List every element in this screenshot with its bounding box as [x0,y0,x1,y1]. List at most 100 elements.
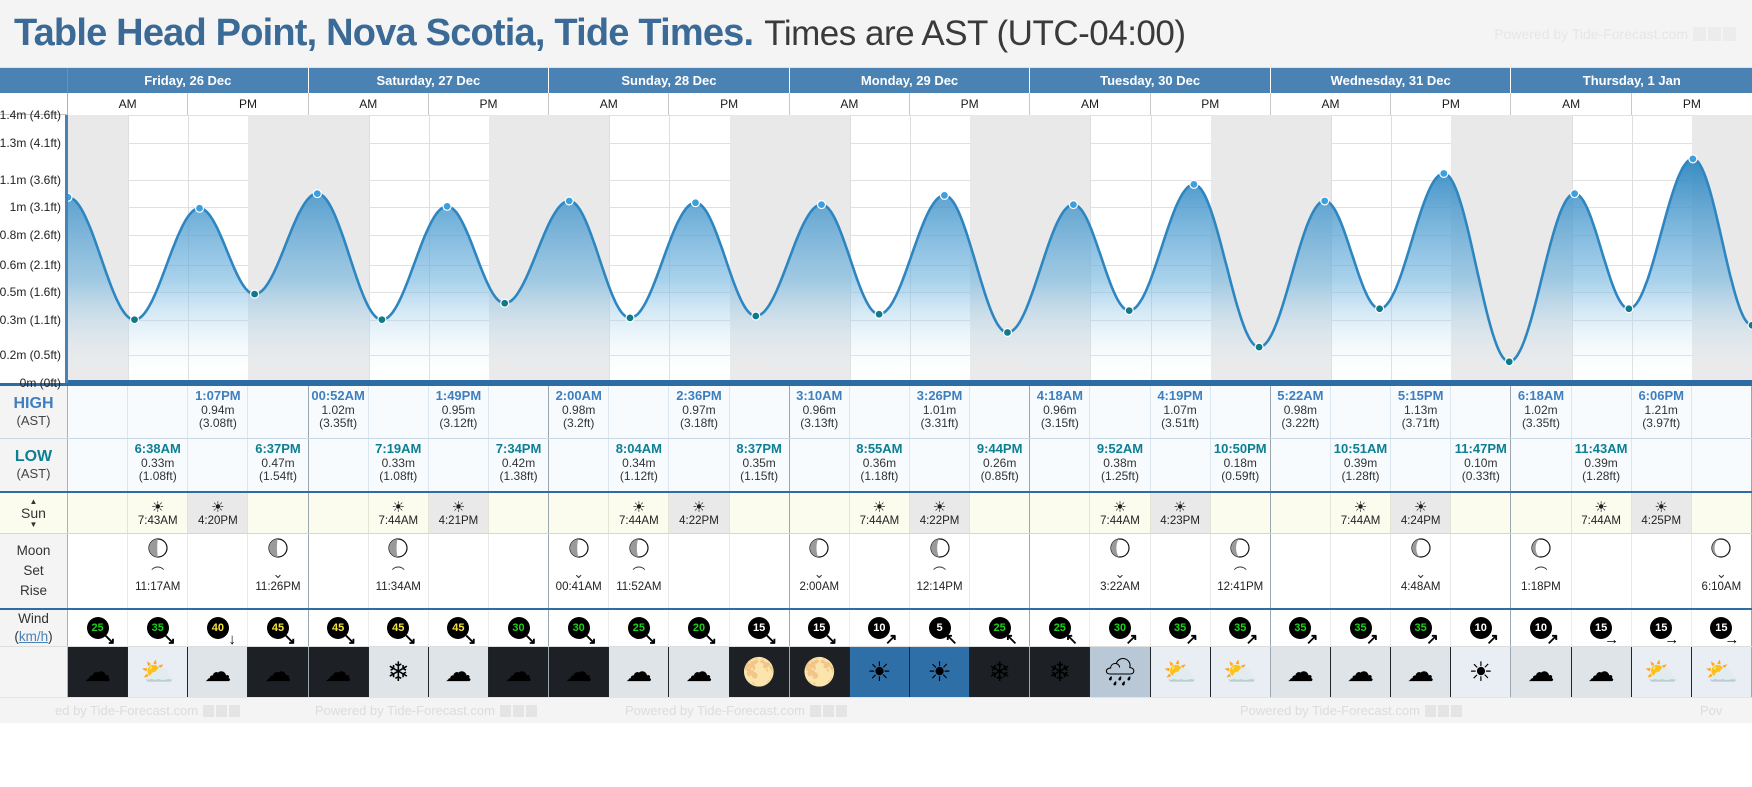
chart-y-axis: 1.4m (4.6ft) 1.3m (4.1ft) 1.1m (3.6ft) 1m (… [0,108,68,390]
y-axis-tick: 0m (0ft) [19,376,61,390]
low-tide-marker [1124,306,1134,316]
wind-direction-arrow-icon: → [1604,631,1620,648]
low-tide-time: 11:47PM [1454,441,1507,456]
low-tide-cell: 7:19AM 0.33m (1.08ft) [368,439,429,491]
wind-label-text: Wind [18,611,49,626]
high-tide-cell: 5:22AM 0.98m (3.22ft) [1270,386,1331,438]
high-tide-cell [849,386,910,438]
moon-phase-icon [1711,538,1731,558]
weather-cell: ❄ [368,647,429,698]
low-tide-feet: (0.85ft) [980,468,1019,483]
low-tide-cell: 10:51AM 0.39m (1.28ft) [1330,439,1392,491]
wind-speed-badge: 10 ↗ [1529,617,1559,647]
high-tide-time: 6:18AM [1517,388,1565,403]
sun-cell [308,493,369,533]
high-tide-cell [368,386,429,438]
weather-cell: ☁ [68,647,129,698]
low-tide-cell [1691,439,1752,491]
sun-cell: ☀ 7:44AM [1571,493,1632,533]
moon-cell: ⌄ 4:48AM [1391,534,1452,608]
low-tide-time: 8:55AM [856,441,903,456]
low-tide-cell [428,439,489,491]
sunny-icon: ☀ [927,656,952,687]
high-tide-feet: (3.15ft) [1040,415,1079,430]
wind-unit-link[interactable]: km/h [18,629,49,645]
low-tide-meters: 0.33m [141,455,175,470]
high-tide-meters: 1.02m [321,402,355,417]
low-tide-cell [1631,439,1692,491]
page-subtitle: Times are AST (UTC-04:00) [764,13,1186,53]
sun-cell [789,493,850,533]
moon-cell: ⌄ 2:00AM [789,534,850,608]
cloudy-night-icon: ☁ [505,656,533,687]
sun-cell [1030,493,1091,533]
high-tide-feet: (3.2ft) [563,415,595,430]
wind-cell: 25 ↖ [1030,610,1091,647]
ampm-cell-am: AM [1030,93,1151,115]
high-tide-meters: 0.95m [441,402,476,417]
wind-direction-arrow-icon: ↗ [1185,631,1199,648]
wind-speed-badge: 35 ↘ [146,617,176,647]
cloudy-night-icon: ☁ [324,656,352,687]
wind-cell: 15 ↘ [789,610,850,647]
watermark-bars-icon [1693,27,1736,41]
wind-direction-arrow-icon: ↗ [1426,631,1439,648]
wind-cell: 35 ↗ [1150,610,1211,647]
high-tide-cell [128,386,189,438]
low-tide-time: 9:52AM [1096,441,1144,456]
wind-direction-arrow-icon: ↗ [1305,631,1319,648]
footer-watermark-bars-icon [203,704,241,717]
weather-cell: 🌕 [789,647,850,698]
moon-event-time: 11:34AM [375,581,421,593]
low-tide-feet: (1.15ft) [740,468,779,483]
wind-cell: 45 ↘ [368,610,429,647]
high-tide-feet: (3.31ft) [920,415,959,430]
footer-watermark: Powered by Tide-Forecast.com [1240,703,1462,718]
ampm-cell-pm: PM [188,93,309,115]
low-tide-time: 8:37PM [736,441,782,456]
wind-speed-badge: 30 ↗ [1108,617,1138,647]
moon-event-time: 12:41PM [1217,581,1264,593]
tide-area-fill [68,158,1752,380]
low-tide-cell [1391,439,1452,491]
high-tide-cell: 2:00AM 0.98m (3.2ft) [549,386,610,438]
moon-cell [1030,534,1091,608]
moon-phase-icon [1411,538,1431,558]
moon-cell [1571,534,1632,608]
moon-phase-icon [1531,538,1551,558]
sun-time: 4:23PM [1160,514,1200,527]
low-tide-meters: 0.38m [1103,455,1137,470]
low-tide-marker [129,315,140,325]
moon-cell: ⌄ 6:10AM [1691,534,1752,608]
moon-cell [308,534,369,608]
high-tide-marker [442,201,452,211]
partly-sunny-icon: ⛅ [140,656,175,687]
chart-plot-area [68,115,1752,383]
wind-direction-arrow-icon: ↘ [644,631,657,648]
day-header-row: Friday, 26 Dec Saturday, 27 Dec Sunday, 28… [0,68,1752,93]
low-tide-time: 7:34PM [495,441,542,456]
footer-watermark-text: Powered by Tide-Forecast.com [625,703,805,719]
low-tide-feet: (1.28ft) [1582,468,1621,483]
moon-cell [68,534,129,608]
moon-event-time: 6:10AM [1701,581,1742,593]
sun-time: 7:44AM [1581,514,1621,527]
high-tide-meters: 1.01m [922,402,957,417]
sunrise-icon: ☀ [872,498,887,516]
weather-cell: ☀ [849,647,910,698]
moon-cell [488,534,550,608]
weather-cell: ☁ [1511,647,1572,698]
high-tide-cell: 00:52AM 1.02m (3.35ft) [308,386,369,438]
high-tide-time: 5:15PM [1397,388,1444,403]
high-tide-cell [1090,386,1151,438]
high-tide-meters: 0.94m [201,402,235,417]
weather-cell: ☁ [248,647,309,698]
high-tide-feet: (3.18ft) [679,415,718,430]
moon-cell [428,534,489,608]
footer-watermark-bars-icon [499,704,537,717]
high-tide-marker [1439,168,1449,178]
wind-speed-badge: 35 ↗ [1169,617,1198,647]
wind-cell: 45 ↘ [428,610,489,647]
moon-phase-icon [148,538,168,558]
low-tide-cell: 7:34PM 0.42m (1.38ft) [488,439,550,491]
